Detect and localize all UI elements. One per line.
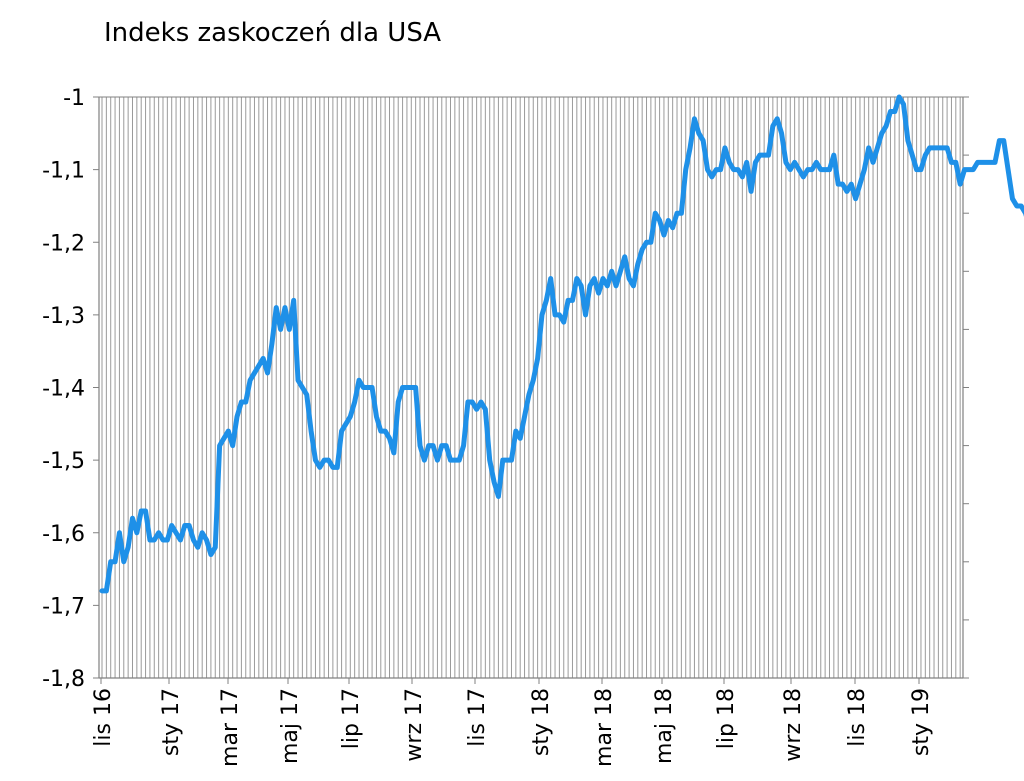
- x-tick-label: wrz 18: [781, 688, 806, 762]
- x-axis-ticks: lis 16 sty 17 mar 17 maj 17 lip 17 wrz 17 lis …: [91, 678, 934, 767]
- y-axis-ticks: -1 -1,1 -1,2 -1,3 -1,4 -1,5 -1,6 -1,7 -1,8: [42, 86, 99, 692]
- y-tick-label: -1,4: [42, 377, 85, 402]
- y-tick-label: -1,6: [42, 522, 85, 547]
- y-tick-label: -1,7: [42, 594, 85, 619]
- y-tick-label: -1: [63, 86, 85, 111]
- series-line: [99, 94, 1024, 594]
- y-tick-label: -1,5: [42, 449, 85, 474]
- series-layer: [99, 94, 1024, 594]
- x-tick-label: lip 17: [339, 688, 364, 749]
- chart-title: Indeks zaskoczeń dla USA: [104, 18, 442, 48]
- x-tick-label: lip 18: [714, 688, 739, 749]
- y-tick-label: -1,3: [42, 304, 85, 329]
- x-tick-label: mar 18: [592, 688, 617, 767]
- y-tick-label: -1,1: [42, 159, 85, 184]
- x-tick-label: lis 18: [845, 688, 870, 747]
- vertical-gridlines: [101, 97, 961, 678]
- x-tick-label: mar 17: [218, 688, 243, 767]
- x-tick-label: maj 17: [278, 688, 303, 764]
- y-tick-label: -1,2: [42, 231, 85, 256]
- x-tick-label: sty 18: [529, 688, 554, 756]
- x-tick-label: wrz 17: [402, 688, 427, 762]
- y-tick-label: -1,8: [42, 667, 85, 692]
- x-tick-label: sty 19: [909, 688, 934, 756]
- x-tick-label: lis 16: [91, 688, 116, 747]
- x-tick-label: maj 18: [652, 688, 677, 764]
- x-tick-label: sty 17: [159, 688, 184, 756]
- x-tick-label: lis 17: [465, 688, 490, 747]
